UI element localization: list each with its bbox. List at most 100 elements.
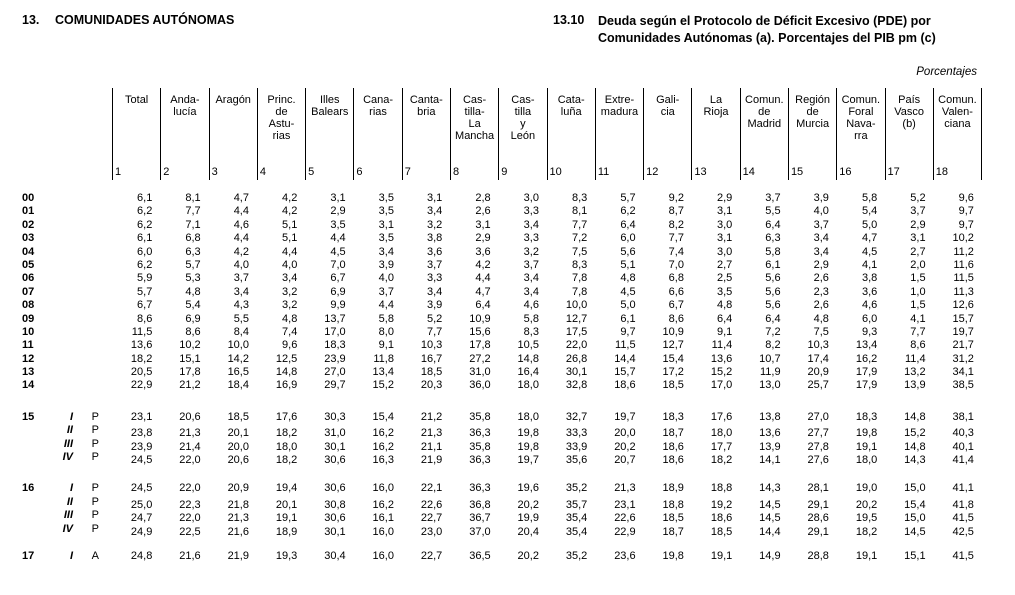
data-cell: 36,3 [469, 482, 491, 495]
data-cell: 11,9 [760, 366, 781, 379]
data-cell: 4,2 [475, 258, 491, 271]
data-cell: 15,0 [904, 512, 926, 525]
data-cell: 6,3 [765, 232, 781, 245]
data-cell: 4,5 [620, 285, 636, 298]
data-cell: 8,3 [523, 325, 539, 338]
data-cell: 20,9 [807, 366, 829, 379]
row-quarter-label [53, 366, 73, 378]
data-cell: 6,4 [716, 312, 733, 325]
data-cell: 42,5 [952, 525, 974, 538]
row-year-label: 00 [22, 192, 35, 204]
column-header-label: Cas-tilla y León [499, 88, 546, 166]
column-number: 5 [308, 166, 315, 178]
data-cell: 16,9 [275, 379, 298, 392]
data-cell: 4,0 [282, 258, 298, 271]
column-number: 14 [742, 166, 755, 178]
data-cell: 4,1 [910, 312, 926, 325]
column-header-label-line: Illes [319, 94, 340, 106]
data-cell: 18,5 [662, 379, 684, 392]
table-row: 14 22,9 21,2 18,4 16,9 29,7 15,2 20,3 36,0 18,0 32… [20, 379, 982, 392]
row-year-label: 13 [22, 366, 35, 379]
column-number: 13 [694, 166, 707, 178]
row-flag-label [73, 219, 112, 231]
row-label: 04 [20, 246, 112, 258]
row-flag-label [73, 313, 112, 325]
data-cell: 14,1 [759, 454, 781, 467]
data-cell: 9,3 [861, 325, 878, 338]
data-cell: 3,4 [378, 245, 394, 258]
data-cell: 5,8 [765, 245, 781, 258]
column-header-label-line: y [520, 118, 526, 130]
data-cell: 24,7 [130, 512, 153, 525]
data-cell: 5,6 [765, 272, 781, 285]
data-cell: 21,2 [420, 410, 443, 423]
row-flag-label [73, 366, 112, 378]
data-cell: 15,7 [952, 312, 974, 325]
data-cell: 3,5 [378, 205, 394, 218]
data-cell: 2,0 [910, 258, 926, 271]
data-cell: 17,8 [469, 339, 491, 352]
row-flag-label [73, 272, 112, 284]
row-quarter-label: III [63, 509, 73, 522]
row-label: 00 [20, 192, 112, 204]
column-number: 2 [163, 166, 170, 178]
data-cell: 31,0 [469, 366, 491, 379]
data-cell: 8,4 [233, 325, 249, 338]
data-cell: 9,2 [668, 192, 684, 204]
data-cell: 3,1 [378, 218, 394, 231]
row-label: III P [20, 509, 112, 521]
data-cell: 7,1 [185, 218, 201, 231]
data-cell: 18,3 [324, 339, 346, 352]
row-quarter-label: II [66, 495, 73, 508]
data-cell: 6,6 [668, 285, 684, 298]
data-cell: 13,9 [759, 440, 781, 453]
data-cell: 9,9 [330, 299, 346, 312]
data-cell: 4,0 [813, 205, 829, 218]
column-header-label-line: tilla [514, 106, 532, 118]
data-cell: 18,8 [662, 498, 684, 511]
row-quarter-label [53, 326, 73, 338]
data-cell: 3,4 [813, 245, 829, 258]
row-quarter-label: III [63, 437, 73, 450]
table-row: 12 18,2 15,1 14,2 12,5 23,9 11,8 16,7 27,2 14,8 26… [20, 353, 982, 366]
data-cell: 22,6 [614, 512, 636, 525]
data-cell: 22,5 [179, 525, 201, 538]
data-cell: 3,3 [427, 272, 443, 285]
data-cell: 11,4 [904, 352, 926, 365]
data-cell: 19,7 [952, 325, 974, 338]
row-flag-label: P [91, 410, 99, 423]
column-header-label-line: Madrid [747, 118, 782, 130]
data-cell: 7,0 [330, 258, 346, 271]
data-cell: 31,2 [952, 352, 974, 365]
data-cell: 19,7 [614, 410, 636, 423]
row-quarter-label: I [69, 482, 73, 495]
data-cell: 26,8 [565, 352, 588, 365]
column-header: Extre-madura 11 [594, 88, 643, 180]
data-cell: 19,4 [275, 482, 298, 495]
column-header-label-line: rias [369, 106, 387, 118]
data-cell: 4,2 [233, 245, 249, 258]
column-header-label-line: de [758, 106, 771, 118]
data-cell: 36,3 [469, 427, 491, 440]
data-cell: 8,3 [571, 258, 588, 271]
data-cell: 14,3 [904, 454, 926, 467]
data-cell: 11,6 [953, 258, 974, 271]
data-cell: 21,1 [420, 440, 443, 453]
column-header-label: Cata-luña [548, 88, 595, 166]
column-header-label-line: León [510, 130, 536, 142]
row-year-label [20, 451, 53, 463]
data-cell: 21,9 [227, 549, 249, 562]
data-cell: 33,9 [565, 440, 588, 453]
row-year-label [20, 523, 53, 535]
data-cell: 22,0 [179, 512, 201, 525]
data-cell: 1,0 [910, 285, 926, 298]
data-cell: 27,0 [807, 410, 829, 423]
row-flag-label [73, 232, 112, 244]
data-cell: 19,6 [517, 482, 539, 495]
data-cell: 4,1 [861, 258, 878, 271]
data-cell: 21,9 [420, 454, 443, 467]
row-flag-label [73, 192, 112, 204]
data-cell: 16,7 [420, 352, 443, 365]
data-cell: 3,4 [282, 272, 298, 285]
column-header-label: Región de Murcia [789, 88, 836, 166]
